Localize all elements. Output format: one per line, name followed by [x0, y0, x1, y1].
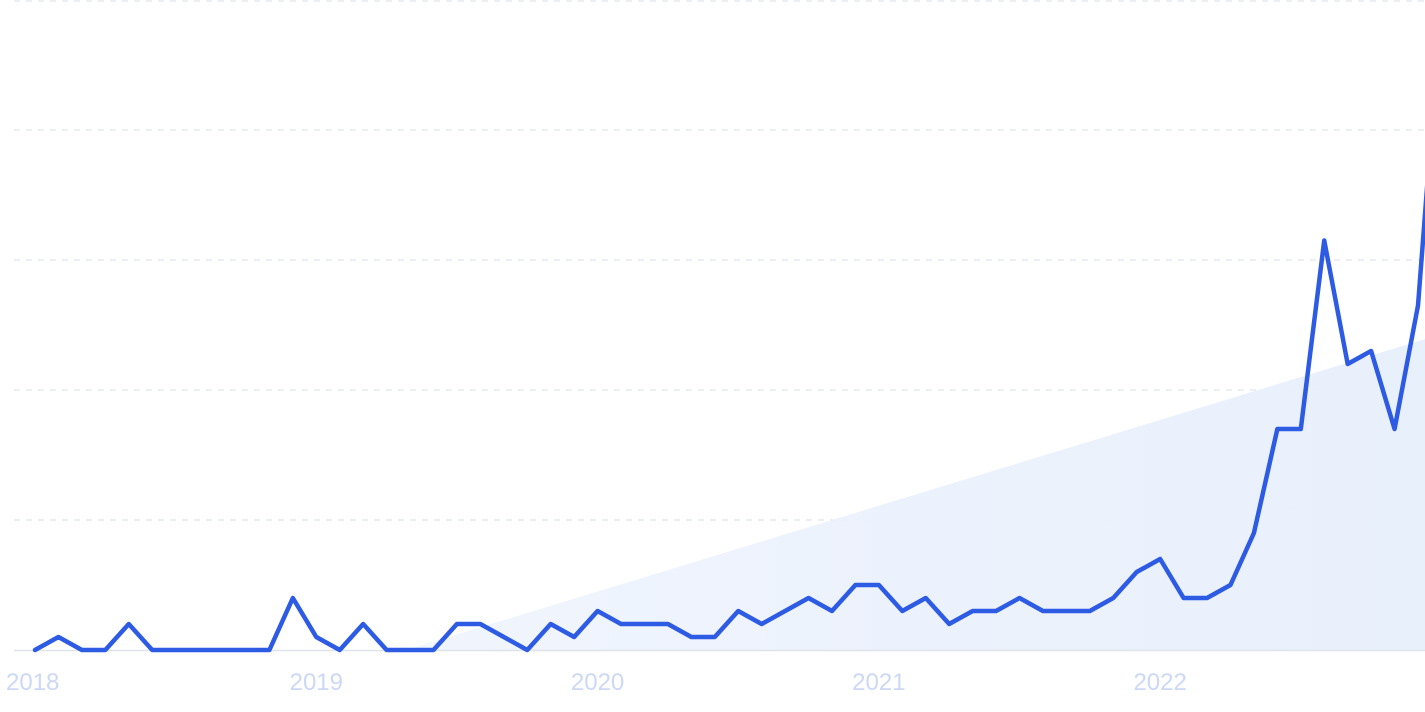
- data-point: [455, 622, 459, 626]
- data-point: [1182, 596, 1186, 600]
- x-tick-label: 2019: [290, 669, 343, 696]
- data-point: [127, 622, 131, 626]
- data-point: [760, 622, 764, 626]
- data-point: [1135, 570, 1139, 574]
- data-point: [431, 648, 435, 652]
- data-point: [549, 622, 553, 626]
- x-axis-ticks: 2018 2019 2020 2021 2022: [6, 669, 1187, 696]
- data-point: [1322, 239, 1326, 243]
- data-point: [244, 648, 248, 652]
- data-point: [1369, 349, 1373, 353]
- x-tick-label: 2018: [6, 669, 59, 696]
- data-point: [689, 635, 693, 639]
- data-point: [572, 635, 576, 639]
- x-tick-label: 2021: [852, 669, 905, 696]
- series-line: [32, 184, 1425, 653]
- data-point: [338, 648, 342, 652]
- data-point: [1416, 304, 1420, 308]
- data-point: [291, 596, 295, 600]
- data-point: [267, 648, 271, 652]
- data-point: [807, 596, 811, 600]
- data-point: [971, 609, 975, 613]
- data-point: [174, 648, 178, 652]
- data-point: [1275, 427, 1279, 431]
- data-point: [830, 609, 834, 613]
- data-point: [1346, 362, 1350, 366]
- x-tick-label: 2022: [1133, 669, 1186, 696]
- data-point: [736, 609, 740, 613]
- data-point: [197, 648, 201, 652]
- data-point: [666, 622, 670, 626]
- data-point: [408, 648, 412, 652]
- data-point: [385, 648, 389, 652]
- data-point: [80, 648, 84, 652]
- data-point: [502, 635, 506, 639]
- data-point: [525, 648, 529, 652]
- data-point: [221, 648, 225, 652]
- data-point: [877, 583, 881, 587]
- data-point: [1088, 609, 1092, 613]
- data-point: [1228, 583, 1232, 587]
- data-point: [1111, 596, 1115, 600]
- data-point: [1064, 609, 1068, 613]
- data-point: [596, 609, 600, 613]
- x-tick-label: 2020: [571, 669, 624, 696]
- data-point: [1252, 531, 1256, 535]
- data-point: [56, 635, 60, 639]
- data-point: [150, 648, 154, 652]
- data-point: [713, 635, 717, 639]
- data-point: [947, 622, 951, 626]
- data-point: [783, 609, 787, 613]
- data-point: [994, 609, 998, 613]
- data-point: [1299, 427, 1303, 431]
- trend-area: [35, 327, 1425, 650]
- data-point: [1018, 596, 1022, 600]
- data-point: [1393, 427, 1397, 431]
- data-point: [924, 596, 928, 600]
- data-point: [33, 648, 37, 652]
- data-point: [1041, 609, 1045, 613]
- data-point: [619, 622, 623, 626]
- data-point: [361, 622, 365, 626]
- data-point: [478, 622, 482, 626]
- data-point: [314, 635, 318, 639]
- data-point: [900, 609, 904, 613]
- data-point: [853, 583, 857, 587]
- data-point: [1158, 557, 1162, 561]
- data-point: [1205, 596, 1209, 600]
- data-point: [642, 622, 646, 626]
- data-point: [103, 648, 107, 652]
